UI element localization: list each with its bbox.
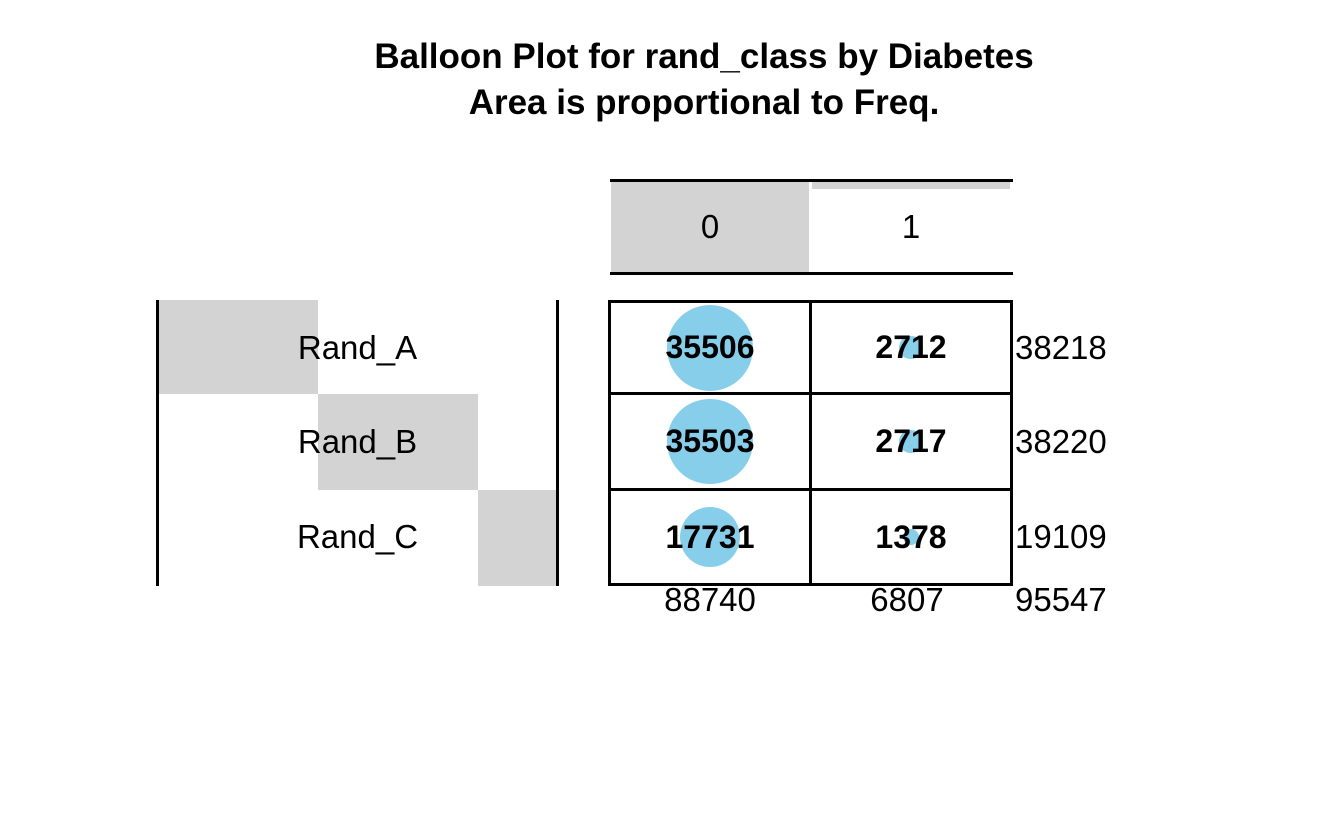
- chart-title-line2: Area is proportional to Freq.: [468, 83, 940, 122]
- balloon-r1-c1: [899, 429, 923, 454]
- balloon-r0-c0: [667, 304, 753, 391]
- row-label-left-rule: [156, 300, 159, 586]
- row-margin-bar-0: [158, 300, 318, 394]
- col-total-0: 88740: [664, 581, 756, 618]
- col-margin-bar-1: [812, 182, 1010, 189]
- table-right-rule: [1010, 300, 1013, 586]
- row-label-rand-c: Rand_C: [296, 518, 419, 555]
- col-header-1: 1: [901, 208, 921, 245]
- cell-value-a0: 35506: [665, 329, 755, 365]
- col-header-bottom-rule: [610, 272, 1013, 275]
- row-margin-bar-2: [478, 490, 558, 586]
- chart-title: Balloon Plot for rand_class by Diabetes …: [204, 34, 1204, 126]
- table-col-divider: [809, 300, 812, 586]
- col-margin-bar-0: [611, 182, 809, 272]
- cell-value-c1: 1378: [875, 518, 947, 555]
- balloon-r1-c0: [667, 398, 753, 485]
- col-header-0: 0: [700, 208, 720, 245]
- row-label-rand-b: Rand_B: [297, 422, 418, 460]
- balloon-r0-c1: [899, 335, 923, 360]
- col-total-1: 6807: [870, 581, 944, 618]
- row-total-rand-c: 19109: [1015, 518, 1107, 555]
- row-label-rand-a: Rand_A: [297, 328, 418, 366]
- chart-title-line1: Balloon Plot for rand_class by Diabetes: [374, 37, 1034, 76]
- balloon-r2-c1: [902, 528, 920, 546]
- row-label-right-rule: [556, 300, 559, 586]
- row-total-rand-a: 38218: [1015, 328, 1107, 366]
- table-left-rule: [608, 300, 611, 586]
- balloon-r2-c0: [679, 506, 741, 568]
- cell-value-b1: 2717: [875, 423, 947, 459]
- cell-value-c0: 17731: [665, 518, 755, 555]
- row-total-rand-b: 38220: [1015, 422, 1107, 460]
- cell-value-b0: 35503: [665, 423, 755, 459]
- col-header-top-rule: [610, 179, 1013, 182]
- cell-value-a1: 2712: [875, 329, 947, 365]
- row-margin-bar-1: [317, 394, 478, 490]
- grand-total: 95547: [1015, 581, 1107, 618]
